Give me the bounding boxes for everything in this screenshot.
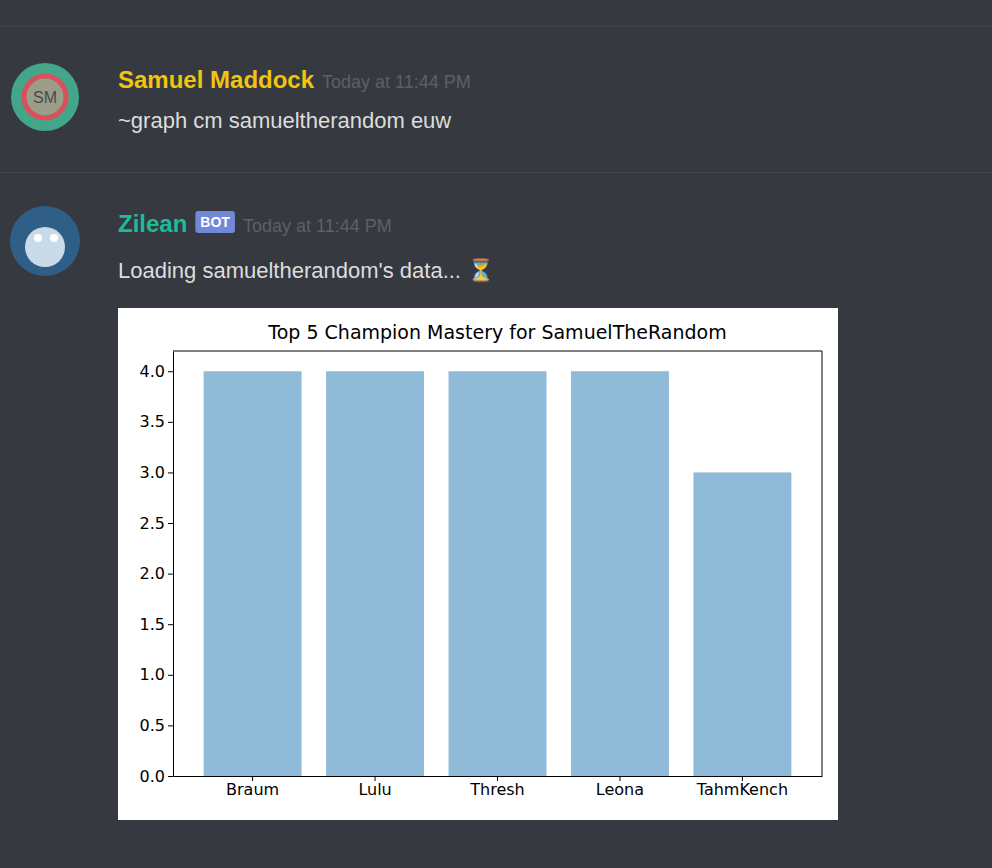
message-text: ~graph cm samueltherandom euw [118,108,451,133]
avatar-image [10,206,80,276]
avatar-face [25,227,65,267]
tick-label: 2.0 [140,564,165,583]
frame [822,351,823,776]
tick: 2.5 [140,514,173,533]
tick-mark [168,624,173,625]
screen: SM Samuel Maddock Today at 11:44 PM ~graph … [0,0,992,868]
bar [204,371,302,776]
tick: Thresh [469,776,524,799]
tick: 3.5 [140,412,173,431]
tick-label: Lulu [358,780,391,799]
tick: 0.0 [140,767,173,786]
avatar-inner [24,76,66,118]
tick-mark [168,574,173,575]
tick: 1.5 [140,615,173,634]
tick-label: 1.0 [140,665,165,684]
avatar[interactable]: SM [11,63,79,131]
avatar[interactable] [10,206,80,276]
chart-title: Top 5 Champion Mastery for SamuelTheRand… [267,321,726,343]
tick-label: 4.0 [140,362,165,381]
tick: 3.0 [140,463,173,482]
tick-label: 0.0 [140,767,165,786]
axis-line [173,352,174,777]
background [0,0,992,868]
badge-box [195,211,235,233]
tick-mark [168,725,173,726]
timestamp: Today at 11:44 PM [243,216,392,236]
timestamp: Today at 11:44 PM [322,72,471,92]
tick: 4.0 [140,362,173,381]
tick-mark [168,776,173,777]
tick-label: 1.5 [140,615,165,634]
tick-mark [168,523,173,524]
author[interactable]: Zilean [118,210,187,237]
avatar-eye [50,234,58,242]
tick-label: Leona [596,780,644,799]
frame [173,351,822,352]
tick-mark [168,675,173,676]
badge: BOT [200,214,230,230]
bars [204,371,792,776]
bar [326,371,424,776]
author[interactable]: Samuel Maddock [118,66,315,93]
tick-mark [168,472,173,473]
avatar-ring [11,63,79,131]
tick-label: 2.5 [140,514,165,533]
divider [0,26,992,27]
tick-label: Braum [226,780,279,799]
tick: Braum [226,776,279,799]
message-text: Loading samueltherandom's data... ⏳ [118,258,494,283]
avatar-initials: SM [33,89,57,106]
chart-image[interactable] [118,308,838,820]
tick-label: 3.0 [140,463,165,482]
bar [571,371,669,776]
bar [693,472,791,776]
tick-mark [168,422,173,423]
tick: Leona [596,776,644,799]
tick: TahmKench [696,776,788,799]
bar [449,371,547,776]
tick-mark [168,371,173,372]
divider [0,172,992,173]
tick: 1.0 [140,665,173,684]
tick-label: TahmKench [696,780,788,799]
avatar-eye [34,234,42,242]
tick: 0.5 [140,716,173,735]
tick-label: 3.5 [140,412,165,431]
tick: 2.0 [140,564,173,583]
tick-label: Thresh [469,780,524,799]
x-axis: Braum Lulu Thresh Leona TahmKench [174,776,823,799]
tick-label: 0.5 [140,716,165,735]
y-axis: 0.0 0.5 1.0 1.5 2.0 2.5 3.0 3.5 4.0 [140,352,174,786]
tick: Lulu [358,776,391,799]
